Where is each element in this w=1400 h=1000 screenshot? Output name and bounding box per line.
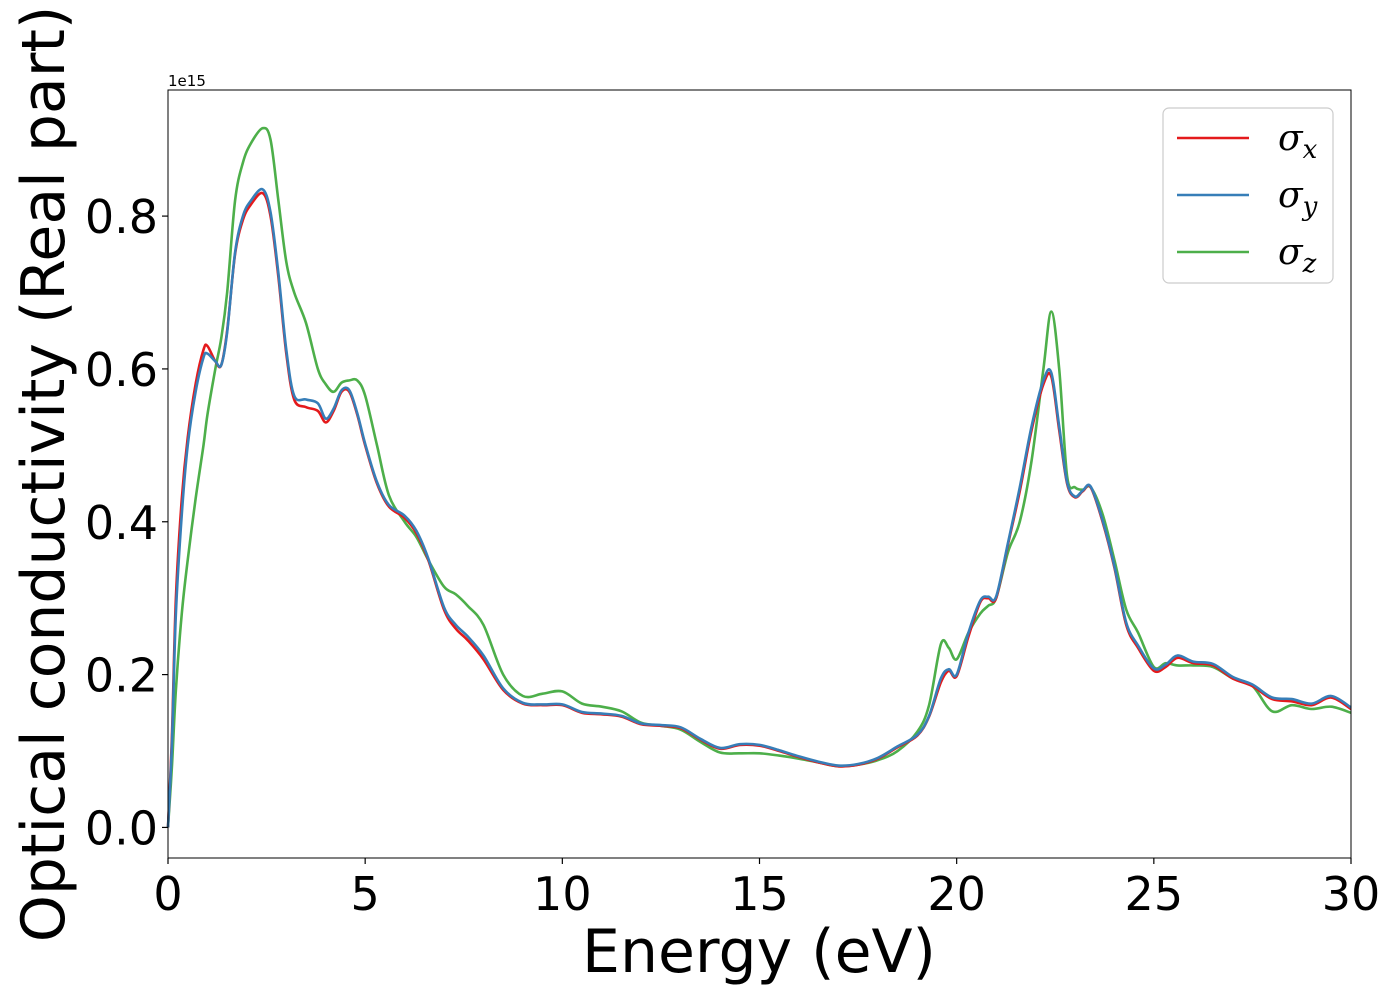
x-tick-label: 15 [730,867,789,921]
series-line-z [166,126,1352,828]
x-tick-label: 25 [1125,867,1184,921]
x-tick-label: 5 [351,867,380,921]
y-tick-label: 0.8 [85,190,158,244]
x-axis-label: Energy (eV) [582,917,936,987]
x-tick-label: 20 [927,867,986,921]
x-tick-label: 30 [1322,867,1381,921]
legend-label-x: σx [1278,118,1318,165]
y-axis-label: Optical conductivity (Real part) [9,6,79,943]
y-tick-label: 0.4 [85,496,158,550]
y-axis-ticks: 0.0 0.2 0.4 0.6 0.8 [85,190,168,855]
series-line-y [166,187,1352,828]
series-layer [166,126,1352,828]
legend-label-z: σz [1278,232,1317,279]
y-tick-label: 0.6 [85,343,158,397]
y-offset-text: 1e15 [168,72,206,90]
legend: σx σy σz [1162,107,1334,284]
x-tick-label: 0 [153,867,182,921]
x-axis-ticks: 0 5 10 15 20 25 30 [153,858,1380,921]
plot-area [168,90,1351,858]
legend-label-y: σy [1278,175,1318,222]
x-tick-label: 10 [533,867,592,921]
y-tick-label: 0.2 [85,649,158,703]
y-tick-label: 0.0 [85,801,158,855]
